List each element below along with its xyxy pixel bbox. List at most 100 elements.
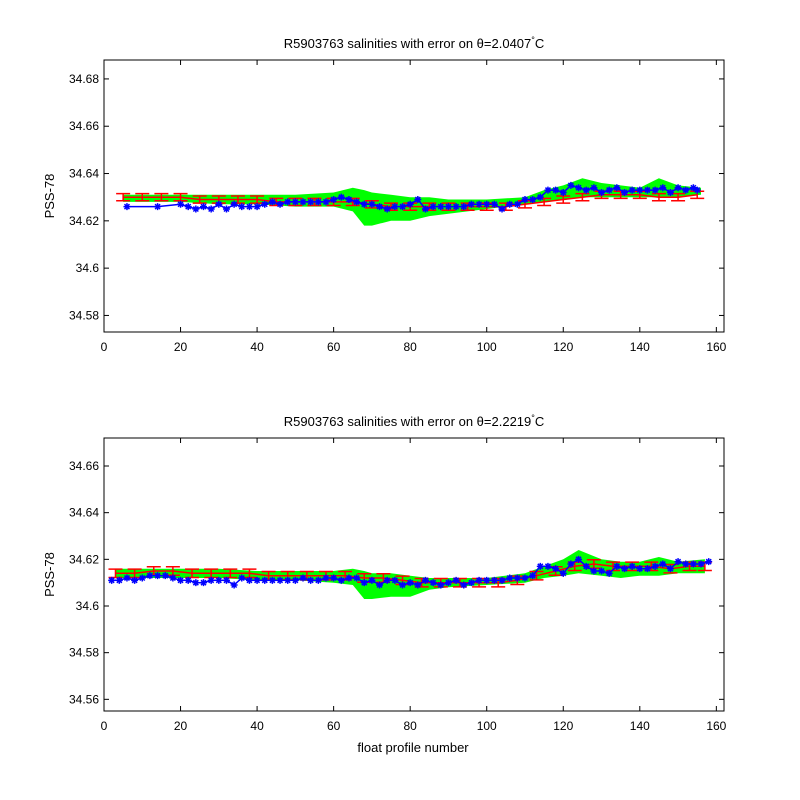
float-salinity-point — [475, 200, 483, 208]
float-salinity-point — [399, 203, 407, 211]
y-axis-label: PSS-78 — [42, 552, 57, 597]
float-salinity-point — [651, 562, 659, 570]
float-salinity-point — [314, 576, 322, 584]
float-salinity-point — [192, 579, 200, 587]
x-tick-label: 20 — [174, 340, 188, 354]
float-salinity-point — [123, 203, 131, 211]
float-salinity-point — [383, 205, 391, 213]
float-salinity-point — [552, 565, 560, 573]
float-salinity-point — [314, 198, 322, 206]
float-salinity-point — [674, 558, 682, 566]
float-salinity-point — [222, 205, 230, 213]
float-salinity-point — [437, 203, 445, 211]
float-salinity-point — [376, 203, 384, 211]
float-salinity-point — [230, 581, 238, 589]
x-tick-label: 140 — [630, 719, 650, 733]
float-salinity-point — [444, 203, 452, 211]
float-salinity-point — [513, 200, 521, 208]
float-salinity-point — [620, 565, 628, 573]
float-salinity-point — [391, 203, 399, 211]
float-salinity-point — [666, 188, 674, 196]
float-salinity-point — [498, 205, 506, 213]
float-salinity-point — [291, 198, 299, 206]
float-salinity-point — [261, 200, 269, 208]
float-salinity-point — [307, 198, 315, 206]
float-salinity-point — [368, 200, 376, 208]
float-salinity-point — [437, 581, 445, 589]
error-bar — [556, 195, 571, 204]
y-tick-label: 34.62 — [69, 214, 99, 228]
chart-panel-2: R5903763 salinities with error on θ=2.22… — [42, 413, 727, 733]
float-salinity-point — [651, 186, 659, 194]
float-salinity-point — [353, 198, 361, 206]
float-salinity-point — [322, 574, 330, 582]
float-salinity-point — [613, 184, 621, 192]
plot-frame — [103, 59, 725, 333]
float-salinity-point — [674, 184, 682, 192]
float-salinity-point — [406, 200, 414, 208]
float-salinity-point — [544, 186, 552, 194]
y-tick-label: 34.56 — [69, 692, 99, 706]
x-tick-label: 120 — [553, 719, 573, 733]
float-salinity-point — [693, 186, 701, 194]
float-salinity-point — [207, 576, 215, 584]
float-salinity-point — [598, 188, 606, 196]
float-salinity-point — [253, 203, 261, 211]
float-salinity-point — [345, 196, 353, 204]
y-tick-label: 34.68 — [69, 72, 99, 86]
x-tick-label: 60 — [327, 340, 341, 354]
y-tick-label: 34.6 — [76, 261, 100, 275]
error-bar — [154, 192, 169, 202]
float-salinity-point — [536, 562, 544, 570]
float-salinity-point — [345, 574, 353, 582]
float-salinity-point — [575, 184, 583, 192]
float-salinity-point — [567, 560, 575, 568]
float-salinity-point — [399, 581, 407, 589]
float-salinity-point — [406, 579, 414, 587]
y-tick-label: 34.58 — [69, 308, 99, 322]
float-salinity-point — [598, 567, 606, 575]
float-salinity-point — [245, 576, 253, 584]
x-tick-label: 120 — [553, 340, 573, 354]
float-salinity-point — [337, 193, 345, 201]
y-tick-label: 34.64 — [69, 167, 99, 181]
error-bar — [135, 192, 150, 202]
float-salinity-point — [559, 188, 567, 196]
float-salinity-point — [414, 581, 422, 589]
x-axis-label: float profile number — [357, 740, 469, 755]
float-salinity-point — [276, 576, 284, 584]
float-salinity-point — [307, 576, 315, 584]
float-salinity-point — [498, 576, 506, 584]
float-salinity-point — [200, 203, 208, 211]
error-bar — [116, 192, 131, 202]
float-salinity-point — [383, 576, 391, 584]
float-salinity-point — [521, 574, 529, 582]
float-salinity-point — [636, 565, 644, 573]
float-salinity-point — [131, 576, 139, 584]
float-salinity-point — [460, 581, 468, 589]
float-salinity-point — [613, 562, 621, 570]
float-salinity-point — [268, 198, 276, 206]
float-salinity-point — [184, 203, 192, 211]
float-salinity-point — [460, 203, 468, 211]
float-salinity-point — [230, 200, 238, 208]
float-salinity-point — [475, 576, 483, 584]
float-salinity-point — [697, 560, 705, 568]
float-salinity-point — [360, 579, 368, 587]
float-salinity-point — [291, 576, 299, 584]
float-salinity-point — [513, 574, 521, 582]
float-salinity-point — [659, 184, 667, 192]
float-salinity-point — [529, 196, 537, 204]
y-tick-label: 34.58 — [69, 646, 99, 660]
float-salinity-point — [284, 576, 292, 584]
float-salinity-point — [391, 576, 399, 584]
x-tick-label: 160 — [706, 719, 726, 733]
float-salinity-point — [643, 186, 651, 194]
error-bar — [250, 195, 265, 204]
float-salinity-point — [506, 200, 514, 208]
x-tick-label: 40 — [250, 340, 264, 354]
float-salinity-point — [138, 574, 146, 582]
float-salinity-point — [330, 574, 338, 582]
float-salinity-point — [353, 574, 361, 582]
